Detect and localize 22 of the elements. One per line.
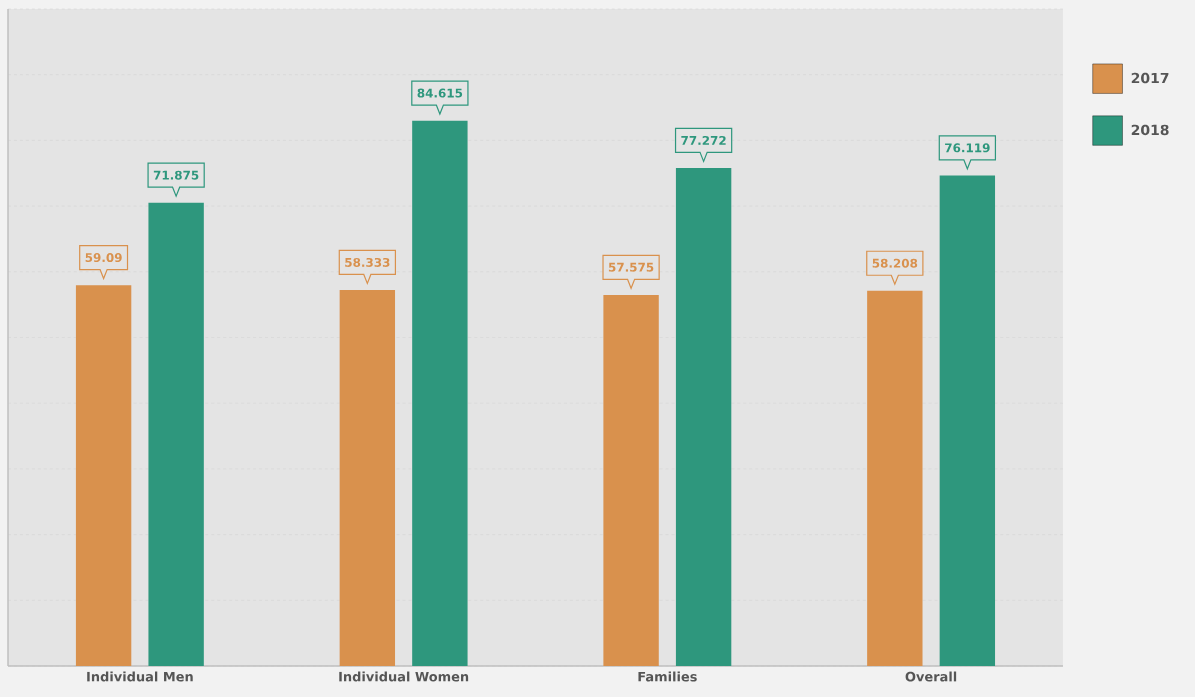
legend-label: 2018	[1131, 124, 1169, 136]
data-label: 57.575	[608, 262, 654, 272]
x-tick-label: Families	[638, 671, 697, 682]
bar	[75, 285, 132, 666]
bar	[675, 168, 732, 666]
bar	[412, 120, 468, 666]
data-label: 77.272	[681, 135, 726, 145]
data-label: 71.875	[153, 170, 199, 180]
data-label: 59.09	[85, 253, 122, 263]
x-tick-label: Overall	[905, 671, 957, 682]
data-label: 58.208	[872, 258, 918, 268]
data-label: 84.615	[417, 88, 463, 98]
bar	[867, 290, 923, 666]
data-label: 58.333	[345, 257, 390, 267]
bar	[939, 175, 996, 666]
legend-label: 2017	[1131, 72, 1169, 84]
bar	[148, 202, 204, 666]
data-label: 76.119	[945, 143, 990, 153]
bar	[603, 294, 659, 666]
x-tick-label: Individual Men	[87, 671, 193, 682]
bar	[339, 290, 396, 666]
x-tick-label: Individual Women	[339, 671, 469, 682]
